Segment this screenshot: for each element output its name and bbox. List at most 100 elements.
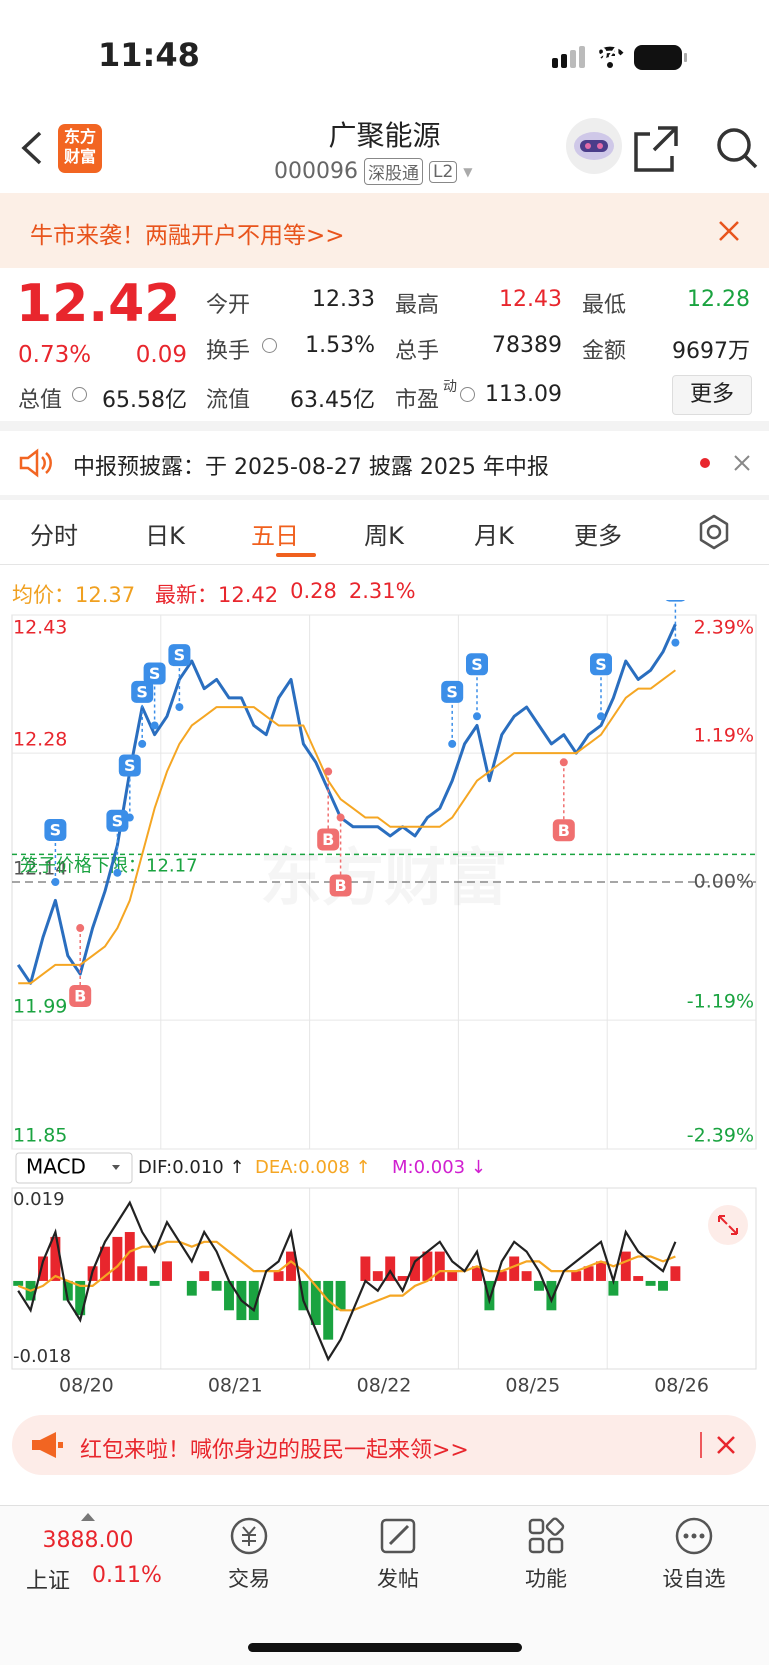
- stat-label: 最高: [395, 293, 440, 318]
- up-arrow: [81, 1513, 95, 1521]
- logo: 东方 财富: [58, 124, 102, 173]
- macd-bar: [596, 1261, 606, 1281]
- macd-bar: [571, 1271, 582, 1281]
- price-line: [16, 623, 677, 985]
- separator: [0, 495, 769, 500]
- macd-bar: [546, 1280, 557, 1311]
- settings-icon[interactable]: [696, 514, 732, 550]
- dropdown-arrow: ▼: [463, 164, 473, 179]
- tab[interactable]: 日K: [145, 522, 185, 550]
- macd-bar: [38, 1256, 48, 1281]
- stock-code-row: 000096 深股通 L2 ▼: [274, 158, 473, 185]
- stat-label: 市盈: [395, 388, 440, 413]
- y2-tick-label: -1.19%: [687, 990, 754, 1012]
- marker-dot: [51, 878, 60, 886]
- notice-controls[interactable]: [695, 452, 755, 474]
- stat-value: 12.28: [687, 287, 750, 312]
- header-icons: [566, 118, 758, 174]
- macd-bar: [360, 1256, 371, 1281]
- close-icon[interactable]: [698, 1430, 748, 1460]
- legend-latest: 最新：12.42 0.28 2.31%: [155, 579, 416, 609]
- logo-text: 东方: [63, 127, 96, 146]
- red-packet-banner[interactable]: [12, 1415, 756, 1475]
- marker-box: [441, 680, 464, 703]
- stat-value: 78389: [492, 333, 562, 358]
- y-tick-label: 12.43: [13, 617, 67, 639]
- back-button[interactable]: [18, 130, 48, 166]
- banner[interactable]: [0, 193, 769, 268]
- macd-bar: [397, 1276, 408, 1281]
- tab[interactable]: 周K: [364, 522, 404, 550]
- y-tick-label: -0.018: [13, 1346, 71, 1367]
- macd-bar: [124, 1232, 135, 1281]
- more-button[interactable]: 更多: [672, 375, 752, 415]
- macd-bar: [658, 1280, 668, 1291]
- macd-bar: [248, 1280, 259, 1321]
- stock-code: 000096: [274, 159, 358, 184]
- macd-bar: [162, 1261, 172, 1281]
- y2-tick-label: -2.39%: [687, 1125, 754, 1147]
- y2-tick-label: 1.19%: [694, 725, 754, 747]
- marker-box: [590, 653, 612, 676]
- macd-name: MACD: [26, 1155, 86, 1179]
- nav-label[interactable]: 发帖: [377, 1567, 419, 1591]
- tab[interactable]: 分时: [30, 522, 78, 550]
- tab[interactable]: 五日: [251, 522, 299, 550]
- marker-dot: [113, 868, 122, 877]
- tag: L2: [428, 160, 458, 183]
- speaker-icon: [19, 448, 52, 478]
- nav-label[interactable]: 功能: [525, 1567, 567, 1591]
- price: 12.42: [16, 274, 181, 334]
- tab[interactable]: 月K: [474, 522, 514, 550]
- banner-text[interactable]: 牛市来袭！两融开户不用等>>: [30, 223, 345, 249]
- macd-bar: [310, 1280, 321, 1325]
- y-tick-label: 0.019: [13, 1189, 65, 1210]
- marker-box: [44, 819, 67, 841]
- legend-text: 最新：12.42: [155, 583, 279, 607]
- macd-bar: [670, 1266, 681, 1281]
- nav-label[interactable]: 设自选: [662, 1567, 726, 1591]
- close-icon[interactable]: [718, 220, 740, 242]
- cage-label: 笼子价格下限：12.17: [20, 855, 198, 876]
- info-icon: [460, 387, 475, 402]
- status-icons: [552, 45, 687, 70]
- macd-bar: [137, 1266, 148, 1281]
- stat-label: 总手: [395, 339, 440, 364]
- legend-text: 0.28: [290, 579, 337, 603]
- macd-dea: DEA:0.008 ↑: [255, 1157, 371, 1178]
- stat-value: 63.45亿: [290, 388, 375, 413]
- macd-bar: [186, 1280, 197, 1296]
- red-packet-text[interactable]: 红包来啦！喊你身边的股民一起来领>>: [80, 1438, 469, 1463]
- stat-value: 113.09: [485, 382, 562, 407]
- change-pct: 0.73%: [18, 342, 92, 368]
- stat-value: 12.33: [312, 287, 375, 312]
- stat-label: 今开: [206, 293, 251, 318]
- nav-label[interactable]: 交易: [228, 1567, 270, 1591]
- marker-dot: [76, 924, 85, 933]
- marker-box: [466, 653, 488, 676]
- stat-label: 总值: [18, 388, 63, 413]
- marker-label: S: [446, 682, 458, 701]
- marker-label: S: [50, 821, 62, 840]
- macd-bar: [509, 1256, 520, 1281]
- y-tick-label: 12.28: [13, 729, 67, 751]
- marker-label: S: [595, 655, 607, 674]
- marker-box: [552, 819, 575, 842]
- marker-box: [317, 828, 340, 851]
- marker-dot: [559, 758, 568, 767]
- index-name[interactable]: 上证: [26, 1569, 71, 1594]
- index-change[interactable]: 0.11%: [92, 1563, 162, 1588]
- macd-bar: [633, 1276, 644, 1281]
- macd-selector: [15, 1152, 133, 1184]
- marker-box: [106, 809, 129, 832]
- tab[interactable]: 更多: [574, 522, 622, 550]
- marker-dot: [473, 712, 481, 721]
- separator: [0, 421, 769, 431]
- index-value[interactable]: 3888.00: [42, 1528, 134, 1553]
- megaphone-icon: [32, 1432, 63, 1458]
- x-tick-label: 08/26: [654, 1375, 709, 1397]
- x-tick-label: 08/25: [505, 1375, 560, 1397]
- notice-text[interactable]: 中报预披露：于 2025-08-27 披露 2025 年中报: [73, 455, 549, 480]
